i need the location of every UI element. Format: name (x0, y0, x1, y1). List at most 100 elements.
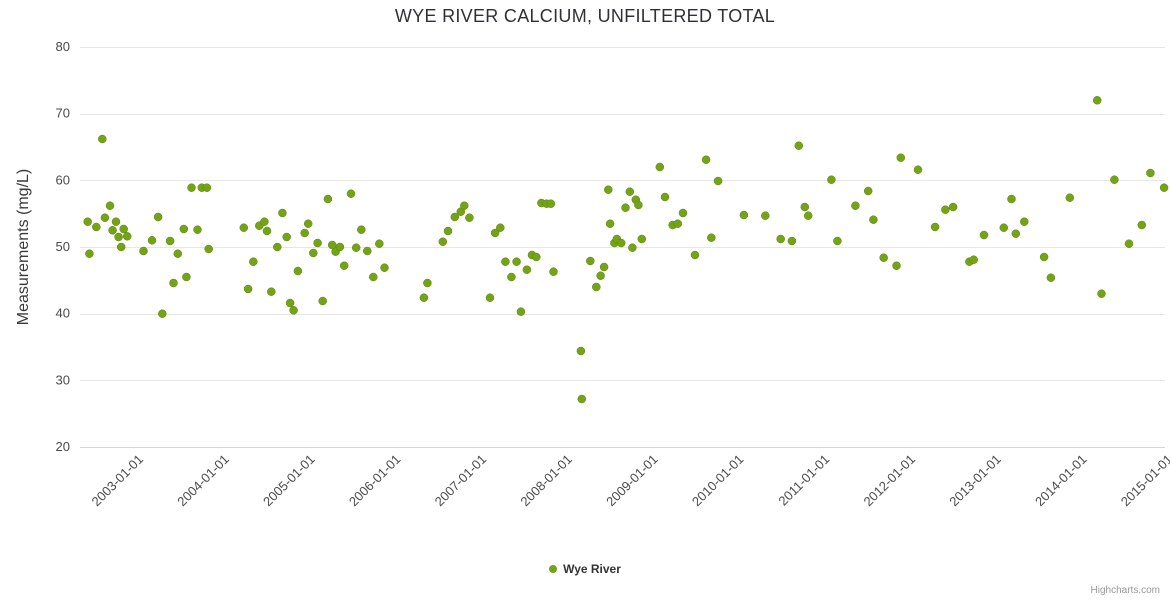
data-point[interactable] (147, 236, 157, 245)
credits-link[interactable]: Highcharts.com (1090, 585, 1160, 596)
data-point[interactable] (165, 236, 175, 246)
data-point[interactable] (1159, 183, 1169, 192)
data-point[interactable] (438, 237, 448, 246)
data-point[interactable] (532, 252, 541, 262)
data-point[interactable] (92, 222, 101, 232)
data-point[interactable] (1065, 193, 1075, 202)
data-point[interactable] (313, 238, 322, 248)
data-point[interactable] (108, 226, 117, 235)
data-point[interactable] (323, 194, 333, 204)
data-point[interactable] (114, 232, 123, 242)
data-point[interactable] (616, 238, 626, 248)
data-point[interactable] (158, 309, 167, 318)
data-point[interactable] (701, 155, 711, 164)
data-point[interactable] (105, 201, 115, 210)
data-point[interactable] (941, 205, 950, 214)
data-point[interactable] (243, 284, 253, 294)
data-point[interactable] (375, 239, 384, 248)
data-point[interactable] (522, 265, 532, 274)
data-point[interactable] (100, 213, 110, 222)
data-point[interactable] (673, 219, 683, 228)
data-point[interactable] (1097, 289, 1106, 298)
data-point[interactable] (507, 272, 516, 282)
data-point[interactable] (879, 253, 888, 262)
data-point[interactable] (339, 261, 349, 270)
data-point[interactable] (485, 293, 495, 302)
data-point[interactable] (549, 267, 558, 276)
data-point[interactable] (1110, 175, 1119, 184)
data-point[interactable] (262, 226, 272, 236)
data-point[interactable] (282, 232, 291, 242)
data-point[interactable] (827, 175, 836, 184)
data-point[interactable] (599, 262, 609, 272)
data-point[interactable] (979, 230, 989, 240)
data-point[interactable] (660, 192, 670, 202)
data-point[interactable] (869, 215, 878, 224)
data-point[interactable] (678, 208, 688, 218)
data-point[interactable] (787, 236, 797, 246)
data-point[interactable] (621, 203, 630, 212)
data-point[interactable] (863, 186, 873, 196)
data-point[interactable] (913, 165, 923, 174)
data-point[interactable] (285, 298, 295, 308)
data-point[interactable] (83, 217, 92, 226)
data-point[interactable] (948, 202, 958, 212)
data-point[interactable] (761, 211, 770, 220)
data-point[interactable] (293, 266, 303, 276)
data-point[interactable] (139, 246, 148, 256)
data-point[interactable] (153, 212, 163, 222)
data-point[interactable] (249, 257, 258, 266)
data-point[interactable] (193, 225, 202, 234)
data-point[interactable] (512, 257, 521, 266)
data-point[interactable] (335, 242, 345, 252)
data-point[interactable] (179, 224, 189, 234)
data-point[interactable] (501, 257, 510, 266)
data-point[interactable] (605, 219, 615, 228)
data-point[interactable] (1046, 273, 1056, 282)
data-point[interactable] (239, 223, 249, 232)
data-point[interactable] (419, 293, 429, 302)
data-point[interactable] (851, 201, 860, 210)
data-point[interactable] (625, 187, 635, 196)
data-point[interactable] (596, 271, 605, 280)
data-point[interactable] (98, 134, 107, 144)
legend-item-wye-river[interactable]: Wye River (549, 562, 621, 576)
data-point[interactable] (577, 394, 587, 404)
data-point[interactable] (182, 272, 191, 282)
data-point[interactable] (999, 223, 1009, 232)
data-point[interactable] (303, 219, 313, 228)
data-point[interactable] (628, 243, 637, 252)
data-point[interactable] (794, 141, 804, 150)
data-point[interactable] (1011, 229, 1021, 238)
data-point[interactable] (604, 185, 613, 194)
data-point[interactable] (465, 213, 474, 222)
data-point[interactable] (267, 287, 276, 296)
data-point[interactable] (690, 250, 700, 260)
data-point[interactable] (1007, 194, 1016, 204)
data-point[interactable] (260, 217, 269, 226)
data-point[interactable] (1137, 220, 1147, 230)
data-point[interactable] (111, 217, 121, 226)
data-point[interactable] (776, 234, 785, 244)
data-point[interactable] (634, 200, 643, 210)
data-point[interactable] (318, 296, 327, 306)
data-point[interactable] (122, 232, 132, 241)
data-point[interactable] (586, 256, 595, 266)
data-point[interactable] (369, 272, 378, 282)
data-point[interactable] (204, 244, 213, 254)
data-point[interactable] (187, 183, 196, 192)
data-point[interactable] (1092, 96, 1102, 105)
data-point[interactable] (443, 226, 453, 236)
data-point[interactable] (892, 261, 901, 270)
data-point[interactable] (169, 278, 178, 288)
data-point[interactable] (930, 222, 940, 232)
data-point[interactable] (1039, 252, 1049, 262)
data-point[interactable] (833, 236, 842, 246)
data-point[interactable] (460, 201, 469, 210)
data-point[interactable] (85, 249, 94, 258)
data-point[interactable] (202, 183, 212, 192)
data-point[interactable] (289, 306, 298, 315)
data-point[interactable] (496, 223, 505, 232)
data-point[interactable] (516, 307, 526, 316)
data-point[interactable] (278, 208, 287, 218)
